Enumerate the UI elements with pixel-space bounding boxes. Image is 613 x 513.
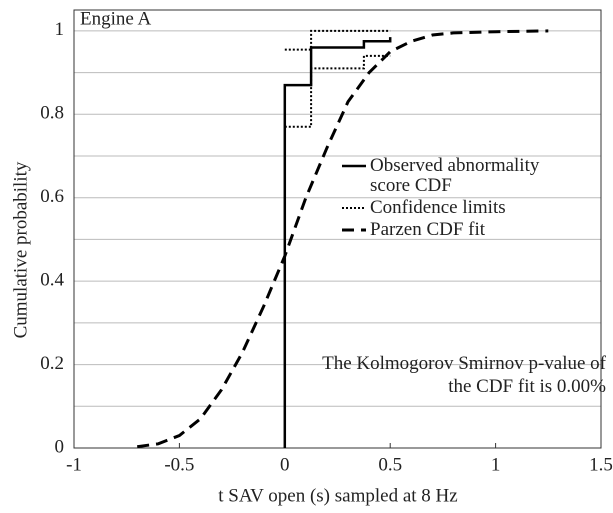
x-tick-label: 0.5 — [378, 454, 402, 475]
chart-title: Engine A — [80, 8, 152, 29]
x-tick-label: 1 — [491, 454, 501, 475]
annotation: The Kolmogorov Smirnov p-value of the CD… — [322, 353, 606, 397]
legend-entry: Observed abnormality score CDF — [342, 156, 582, 196]
legend-swatch — [342, 164, 366, 168]
series-line — [136, 29, 549, 449]
y-tick-label: 1 — [55, 19, 65, 40]
y-tick-label: 0.2 — [40, 353, 64, 374]
y-tick-label: 0 — [55, 436, 65, 457]
legend-entry: Confidence limits — [342, 198, 582, 218]
legend-label: Parzen CDF fit — [370, 219, 486, 240]
plot-frame — [73, 9, 602, 449]
y-tick-label: 0.6 — [40, 186, 64, 207]
x-tick-label: -1 — [66, 454, 82, 475]
legend-swatch — [342, 228, 366, 232]
x-tick-label: 0 — [280, 454, 290, 475]
y-tick-label: 0.8 — [40, 103, 64, 124]
legend: Observed abnormality score CDF Confidence… — [342, 156, 582, 242]
x-tick-label: 1.5 — [589, 454, 613, 475]
legend-label: Observed abnormality score CDF — [370, 155, 540, 196]
x-tick-label: -0.5 — [164, 454, 194, 475]
legend-entry: Parzen CDF fit — [342, 220, 582, 240]
x-axis-label: t SAV open (s) sampled at 8 Hz — [218, 485, 457, 506]
series-line — [284, 29, 391, 128]
y-tick-label: 0.4 — [40, 270, 64, 291]
y-axis-label: Cumulative probability — [10, 161, 31, 338]
series-line — [283, 37, 392, 448]
legend-swatch — [342, 207, 366, 209]
legend-label: Confidence limits — [370, 197, 506, 218]
